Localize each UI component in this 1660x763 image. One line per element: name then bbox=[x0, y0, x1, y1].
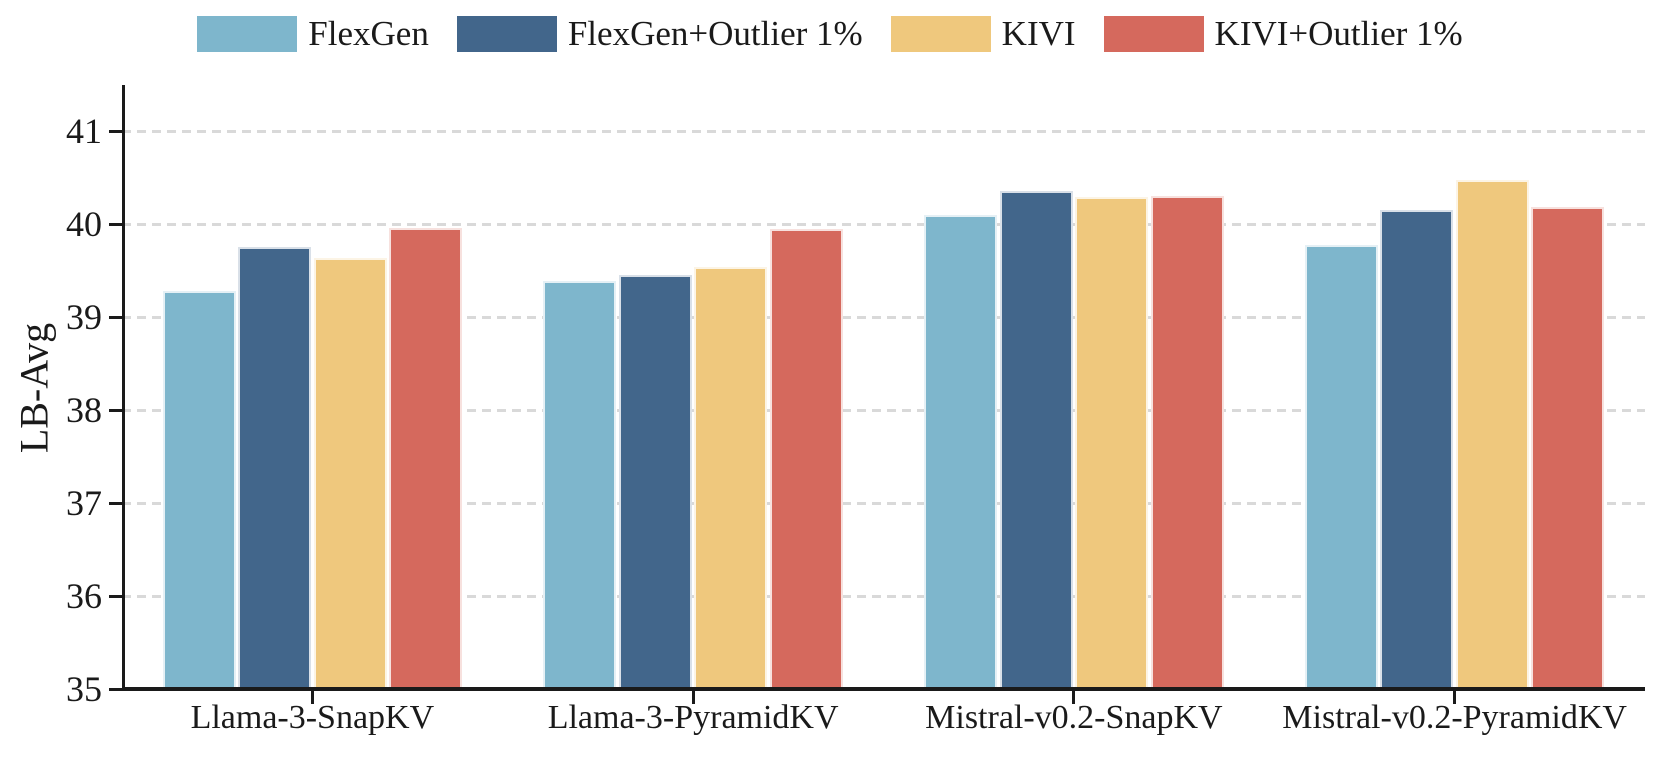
legend-swatch-icon bbox=[890, 16, 991, 52]
legend-label: KIVI bbox=[1001, 14, 1076, 53]
bar-KIVI-Mistral-v0.2-PyramidKV bbox=[1455, 179, 1529, 689]
y-tick-label: 36 bbox=[66, 576, 102, 617]
bar-FlexGen-Mistral-v0.2-SnapKV bbox=[924, 215, 998, 689]
legend-swatch-icon bbox=[197, 16, 298, 52]
bar-KIVI+Outlier 1%-Llama-3-PyramidKV bbox=[769, 229, 843, 689]
x-tick-Mistral-v0.2-PyramidKV bbox=[1453, 691, 1457, 704]
bar-FlexGen+Outlier 1%-Mistral-v0.2-SnapKV bbox=[999, 190, 1073, 689]
gridline-39 bbox=[122, 315, 1645, 319]
y-tick-39 bbox=[109, 315, 122, 319]
x-tick-Llama-3-PyramidKV bbox=[691, 691, 695, 704]
gridline-38 bbox=[122, 408, 1645, 412]
y-tick-40 bbox=[109, 222, 122, 226]
y-tick-35 bbox=[109, 687, 122, 691]
y-axis-spine bbox=[122, 85, 125, 691]
x-category-label: Mistral-v0.2-SnapKV bbox=[925, 699, 1223, 736]
x-category-label: Llama-3-PyramidKV bbox=[547, 699, 839, 736]
bar-group-Llama-3-SnapKV bbox=[162, 85, 463, 689]
gridline-40 bbox=[122, 222, 1645, 226]
gridline-36 bbox=[122, 594, 1645, 598]
y-tick-label: 35 bbox=[66, 669, 102, 709]
gridline-41 bbox=[122, 129, 1645, 133]
bar-FlexGen-Llama-3-SnapKV bbox=[162, 291, 236, 689]
legend-swatch-icon bbox=[456, 16, 557, 52]
x-axis-spine bbox=[122, 687, 1645, 691]
y-tick-36 bbox=[109, 594, 122, 598]
plot-area bbox=[109, 85, 1645, 691]
gridline-37 bbox=[122, 501, 1645, 505]
bar-KIVI-Mistral-v0.2-SnapKV bbox=[1075, 197, 1149, 689]
bar-KIVI+Outlier 1%-Mistral-v0.2-SnapKV bbox=[1150, 195, 1224, 689]
y-tick-37 bbox=[109, 501, 122, 505]
bar-FlexGen+Outlier 1%-Llama-3-PyramidKV bbox=[618, 274, 692, 689]
x-category-label: Llama-3-SnapKV bbox=[190, 699, 435, 736]
bar-FlexGen-Llama-3-PyramidKV bbox=[543, 281, 617, 689]
legend-swatch-icon bbox=[1103, 16, 1204, 52]
bar-group-Llama-3-PyramidKV bbox=[543, 85, 843, 689]
bar-FlexGen+Outlier 1%-Mistral-v0.2-PyramidKV bbox=[1380, 210, 1454, 689]
y-tick-41 bbox=[109, 129, 122, 133]
y-axis-title: LB-Avg bbox=[11, 322, 57, 454]
y-tick-label: 37 bbox=[66, 483, 102, 524]
bar-FlexGen+Outlier 1%-Llama-3-SnapKV bbox=[238, 246, 312, 689]
x-category-label: Mistral-v0.2-PyramidKV bbox=[1282, 699, 1627, 736]
legend-item-4: KIVI+Outlier 1% bbox=[1103, 14, 1463, 54]
bar-KIVI+Outlier 1%-Llama-3-SnapKV bbox=[389, 228, 463, 689]
y-tick-38 bbox=[109, 408, 122, 412]
bar-group-Mistral-v0.2-PyramidKV bbox=[1304, 85, 1605, 689]
bar-FlexGen-Mistral-v0.2-PyramidKV bbox=[1304, 244, 1378, 689]
y-tick-label: 39 bbox=[66, 297, 102, 338]
bar-KIVI+Outlier 1%-Mistral-v0.2-PyramidKV bbox=[1531, 206, 1605, 689]
legend-item-2: FlexGen+Outlier 1% bbox=[456, 14, 863, 54]
legend: FlexGen FlexGen+Outlier 1% KIVI KIVI+Outlie… bbox=[0, 14, 1660, 54]
bar-KIVI-Llama-3-SnapKV bbox=[313, 257, 387, 689]
x-tick-Llama-3-SnapKV bbox=[310, 691, 314, 704]
legend-label: FlexGen+Outlier 1% bbox=[567, 14, 863, 53]
bar-group-Mistral-v0.2-SnapKV bbox=[924, 85, 1224, 689]
legend-item-1: FlexGen bbox=[197, 14, 429, 54]
legend-label: FlexGen bbox=[308, 14, 429, 53]
y-tick-label: 38 bbox=[66, 390, 102, 431]
legend-label: KIVI+Outlier 1% bbox=[1214, 14, 1463, 53]
bar-KIVI-Llama-3-PyramidKV bbox=[694, 267, 768, 689]
y-tick-label: 40 bbox=[66, 204, 102, 245]
y-tick-label: 41 bbox=[66, 111, 102, 152]
legend-item-3: KIVI bbox=[890, 14, 1076, 54]
x-tick-Mistral-v0.2-SnapKV bbox=[1072, 691, 1076, 704]
